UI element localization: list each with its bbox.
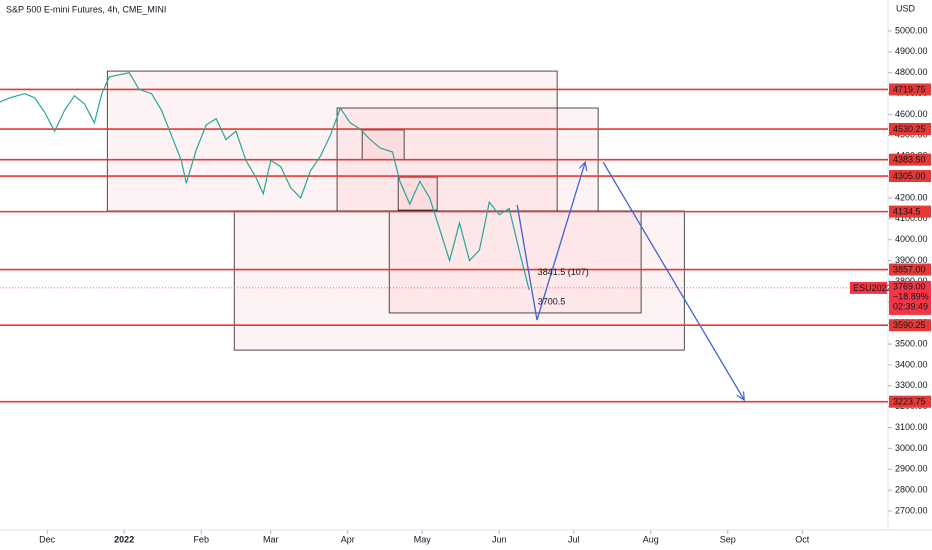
change-label: −18.89% xyxy=(893,291,929,301)
x-tick-label: Dec xyxy=(39,534,56,544)
x-tick-label: Mar xyxy=(263,534,279,544)
y-tick-label: 5000.00 xyxy=(895,25,928,35)
level-label: 3223.75 xyxy=(893,397,926,407)
level-tag xyxy=(889,263,931,276)
level-label: 3857.00 xyxy=(893,264,926,274)
level-label: 4719.75 xyxy=(893,84,926,94)
arrow xyxy=(602,161,744,400)
box xyxy=(397,176,438,211)
x-tick-label: Jun xyxy=(492,534,507,544)
y-tick-label: 4600.00 xyxy=(895,109,928,119)
y-tick-label: 4800.00 xyxy=(895,67,928,77)
level-tag xyxy=(889,83,931,96)
y-tick-label: 3000.00 xyxy=(895,443,928,453)
x-tick-label: Feb xyxy=(193,534,209,544)
y-tick-label: 4000.00 xyxy=(895,234,928,244)
y-tick-label: 3900.00 xyxy=(895,255,928,265)
y-tick-label: 2700.00 xyxy=(895,505,928,515)
level-tag xyxy=(889,395,931,408)
x-tick-label: Oct xyxy=(795,534,810,544)
y-tick-label: 3100.00 xyxy=(895,422,928,432)
price-line xyxy=(0,72,530,290)
y-tick-label: 4200.00 xyxy=(895,192,928,202)
box xyxy=(361,129,405,161)
chart-title: S&P 500 E-mini Futures, 4h, CME_MINI xyxy=(6,4,166,14)
countdown-label: 02:39:49 xyxy=(893,301,928,311)
last-price-tag xyxy=(889,280,931,315)
y-tick-label: 4100.00 xyxy=(895,213,928,223)
fib-label: 3841.5 (107) xyxy=(538,267,589,277)
x-tick-label: Aug xyxy=(643,534,659,544)
x-tick-label: Sep xyxy=(720,534,736,544)
box xyxy=(388,210,642,314)
symbol-tag xyxy=(850,281,887,294)
x-tick-label: Jul xyxy=(568,534,580,544)
box xyxy=(106,70,558,212)
level-tag xyxy=(889,123,931,136)
fib-label: 3700.5 xyxy=(538,297,566,307)
level-label: 4305.00 xyxy=(893,171,926,181)
level-tag xyxy=(889,170,931,183)
level-tag xyxy=(889,153,931,166)
y-tick-label: 3800.00 xyxy=(895,276,928,286)
level-tag xyxy=(889,205,931,218)
y-tick-label: 4900.00 xyxy=(895,46,928,56)
x-tick-label: 2022 xyxy=(114,534,134,544)
level-label: 4134.5 xyxy=(893,206,921,216)
y-tick-label: 3400.00 xyxy=(895,359,928,369)
y-tick-label: 3500.00 xyxy=(895,338,928,348)
y-tick-label: 2900.00 xyxy=(895,464,928,474)
x-tick-label: Apr xyxy=(341,534,355,544)
level-label: 4530.25 xyxy=(893,124,926,134)
last-price-label: 3769.00 xyxy=(893,281,926,291)
symbol-label: ESU2022 xyxy=(853,283,892,293)
level-label: 4383.50 xyxy=(893,155,926,165)
arrow xyxy=(516,162,585,321)
y-tick-label: 3300.00 xyxy=(895,380,928,390)
box xyxy=(233,210,685,351)
level-label: 3590.25 xyxy=(893,320,926,330)
y-tick-label: 2800.00 xyxy=(895,485,928,495)
currency: USD xyxy=(896,3,916,13)
x-tick-label: May xyxy=(414,534,432,544)
level-tag xyxy=(889,319,931,332)
